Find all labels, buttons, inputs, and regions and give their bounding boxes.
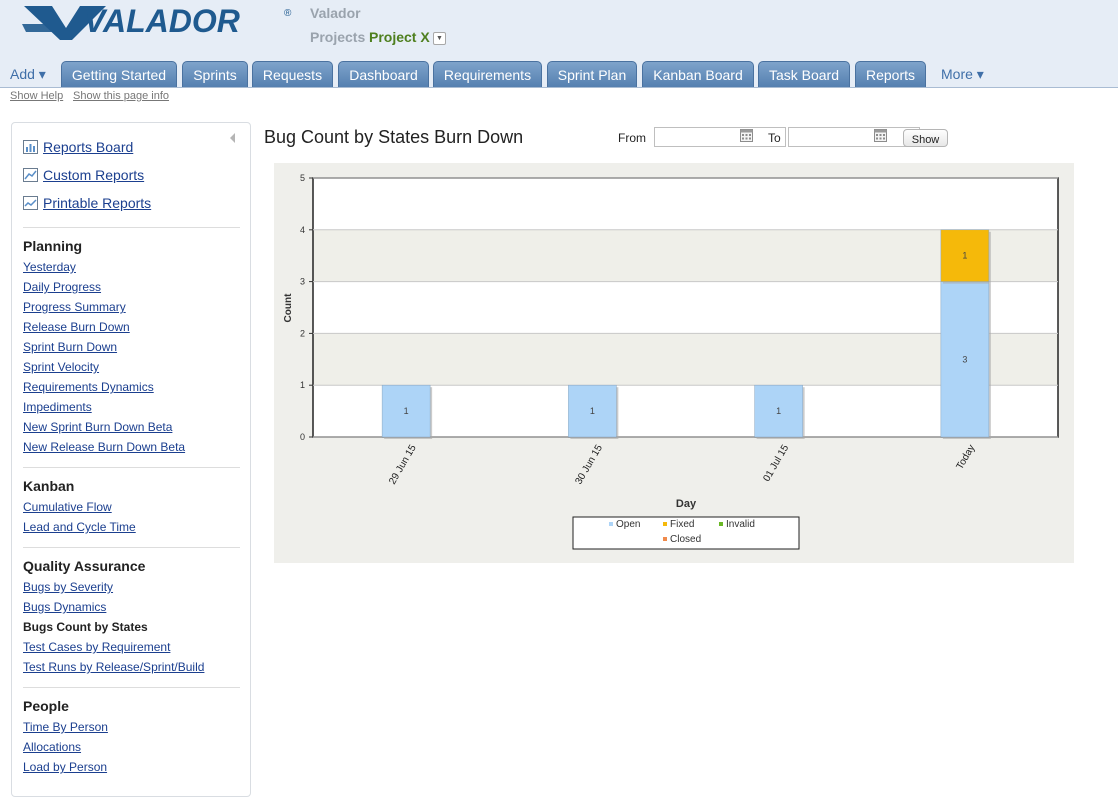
y-tick-label: 0 — [300, 432, 305, 442]
bar-value-label: 3 — [962, 354, 967, 364]
bar-segment[interactable] — [940, 229, 990, 282]
chart-panel: 0 1 2 3 4 5 1 1 1 3 1 29 Jun 15 30 Jun 15 01 Jul 15… — [274, 163, 1074, 563]
page-title: Bug Count by States Burn Down — [264, 127, 524, 147]
x-tick-label: Today — [955, 443, 978, 472]
legend-item-label[interactable]: Invalid — [726, 519, 755, 530]
bar-value-label: 1 — [404, 406, 409, 416]
company-name: Valador — [310, 5, 361, 21]
y-tick-label: 3 — [300, 277, 305, 287]
tab-task-board[interactable]: Task Board — [758, 61, 850, 87]
sidebar-item-sprint-burn-down[interactable]: Sprint Burn Down — [23, 340, 118, 354]
legend-swatch — [663, 522, 667, 526]
section-kanban: Kanban — [23, 478, 75, 494]
section-quality-assurance: Quality Assurance — [23, 558, 146, 574]
sidebar-item-load-by-person[interactable]: Load by Person — [23, 760, 108, 774]
sidebar-divider — [23, 467, 240, 468]
y-tick-label: 4 — [300, 225, 305, 235]
sidebar-item-time-by-person[interactable]: Time By Person — [23, 720, 108, 734]
y-tick-label: 1 — [300, 380, 305, 390]
project-dropdown-icon[interactable]: ▼ — [433, 32, 446, 45]
printable-reports-link[interactable]: Printable Reports — [43, 195, 152, 211]
reports-board-link[interactable]: Reports Board — [43, 139, 134, 155]
bug-count-chart: 0 1 2 3 4 5 1 1 1 3 1 29 Jun 15 30 Jun 15 01 Jul 15… — [283, 173, 1059, 550]
sidebar-item-lead-and-cycle-time[interactable]: Lead and Cycle Time — [23, 520, 136, 534]
sidebar-item-bugs-dynamics[interactable]: Bugs Dynamics — [23, 600, 107, 614]
to-label: To — [768, 131, 781, 145]
tab-sprints[interactable]: Sprints — [182, 61, 248, 87]
legend-item-label[interactable]: Fixed — [670, 519, 694, 530]
section-planning: Planning — [23, 238, 83, 254]
add-menu[interactable]: Add ▾ — [10, 66, 46, 82]
bar-value-label: 1 — [962, 251, 967, 261]
printable-reports-icon — [23, 196, 38, 210]
grid-band — [313, 229, 1058, 282]
grid-band — [313, 333, 1058, 386]
sidebar-item-requirements-dynamics[interactable]: Requirements Dynamics — [23, 380, 154, 394]
reports-sidebar — [11, 122, 251, 797]
sidebar-divider — [23, 547, 240, 548]
x-tick-label: 29 Jun 15 — [387, 443, 419, 487]
from-calendar-icon[interactable] — [740, 129, 753, 142]
sidebar-item-impediments[interactable]: Impediments — [23, 400, 92, 414]
sidebar-item-release-burn-down[interactable]: Release Burn Down — [23, 320, 130, 334]
legend-item-label[interactable]: Closed — [670, 534, 701, 545]
y-tick-label: 2 — [300, 328, 305, 338]
to-date-input[interactable] — [788, 127, 920, 147]
sidebar-item-test-cases-by-requirement[interactable]: Test Cases by Requirement — [23, 640, 171, 654]
sidebar-item-new-sprint-burn-down-beta[interactable]: New Sprint Burn Down Beta — [23, 420, 173, 434]
to-calendar-icon[interactable] — [874, 129, 887, 142]
x-tick-label: 30 Jun 15 — [573, 443, 605, 487]
project-selector[interactable]: Project X — [369, 29, 430, 45]
show-page-info-link[interactable]: Show this page info — [73, 90, 170, 102]
sidebar-item-new-release-burn-down-beta[interactable]: New Release Burn Down Beta — [23, 440, 186, 454]
tab-reports[interactable]: Reports — [855, 61, 926, 87]
bar-value-label: 1 — [590, 406, 595, 416]
sidebar-item-cumulative-flow[interactable]: Cumulative Flow — [23, 500, 112, 514]
x-tick-label: 01 Jul 15 — [761, 443, 791, 484]
top-header — [0, 0, 1118, 60]
reports-board-icon — [23, 140, 38, 154]
projects-label: Projects — [310, 29, 366, 45]
show-button[interactable]: Show — [903, 129, 948, 147]
sidebar-item-yesterday[interactable]: Yesterday — [23, 260, 76, 274]
svg-text:VALADOR: VALADOR — [84, 3, 240, 39]
tab-dashboard[interactable]: Dashboard — [338, 61, 429, 87]
section-people: People — [23, 698, 69, 714]
legend-item-label[interactable]: Open — [616, 519, 640, 530]
y-tick-label: 5 — [300, 173, 305, 183]
bar-segment[interactable] — [754, 384, 803, 438]
show-help-link[interactable]: Show Help — [10, 90, 64, 102]
x-axis-label: Day — [676, 498, 697, 510]
tab-sprint-plan[interactable]: Sprint Plan — [547, 61, 637, 87]
from-date-input[interactable] — [654, 127, 786, 147]
legend-swatch — [663, 537, 667, 541]
legend-swatch — [719, 522, 723, 526]
sidebar-divider — [23, 227, 240, 228]
sidebar-item-daily-progress[interactable]: Daily Progress — [23, 280, 102, 294]
bar-segment[interactable] — [381, 384, 431, 438]
sidebar-divider — [23, 687, 240, 688]
from-label: From — [618, 131, 646, 145]
tab-kanban-board[interactable]: Kanban Board — [642, 61, 754, 87]
custom-reports-icon — [23, 168, 38, 182]
bar-segment[interactable] — [568, 384, 617, 438]
valador-logo[interactable]: VALADOR ® — [22, 2, 297, 42]
collapse-sidebar-icon[interactable] — [230, 133, 235, 143]
bar-value-label: 1 — [776, 406, 781, 416]
sidebar-item-test-runs-by-release[interactable]: Test Runs by Release/Sprint/Build — [23, 660, 205, 674]
y-axis-label: Count — [283, 293, 294, 323]
legend-swatch — [609, 522, 613, 526]
tab-requirements[interactable]: Requirements — [433, 61, 542, 87]
tab-getting-started[interactable]: Getting Started — [61, 61, 177, 87]
sidebar-item-allocations[interactable]: Allocations — [23, 740, 82, 754]
sidebar-item-bugs-count-by-states: Bugs Count by States — [23, 620, 148, 634]
sidebar-item-progress-summary[interactable]: Progress Summary — [23, 300, 126, 314]
plot-background — [313, 178, 1058, 437]
custom-reports-link[interactable]: Custom Reports — [43, 167, 145, 183]
sidebar-item-bugs-by-severity[interactable]: Bugs by Severity — [23, 580, 114, 594]
sidebar-item-sprint-velocity[interactable]: Sprint Velocity — [23, 360, 100, 374]
svg-text:®: ® — [284, 8, 292, 19]
more-menu[interactable]: More ▾ — [941, 66, 984, 82]
tab-requests[interactable]: Requests — [252, 61, 333, 87]
